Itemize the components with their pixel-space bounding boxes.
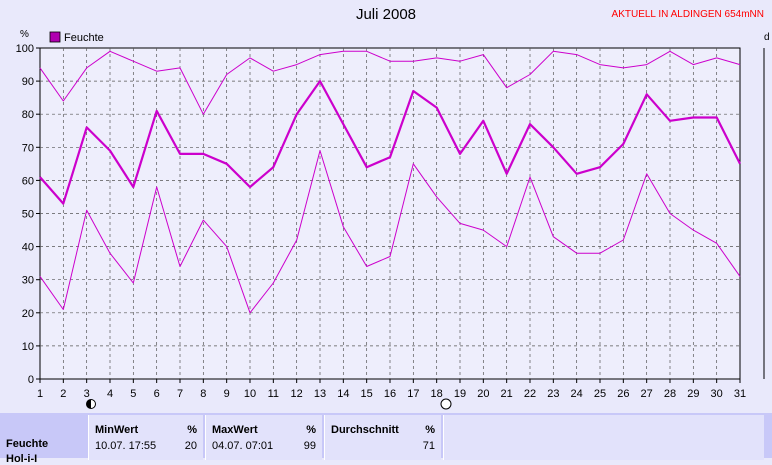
x-tick-label: 24 (571, 388, 583, 400)
x-tick-label: 20 (477, 388, 489, 400)
y-tick-labels: 0 10 20 30 40 50 60 70 80 90 100 (16, 43, 34, 386)
series-line-min (39, 150, 741, 314)
station-label: AKTUELL IN ALDINGEN 654mNN (611, 9, 764, 20)
x-tick-label: 16 (384, 388, 396, 400)
legend-label: Feuchte (64, 32, 104, 44)
x-tick-label: 7 (177, 388, 183, 400)
x-tick-label: 25 (594, 388, 606, 400)
x-tick-label: 8 (200, 388, 206, 400)
max-time: 04.07. 07:01 (212, 440, 274, 452)
x-tick-label: 15 (361, 388, 373, 400)
y-tick-label: 50 (22, 209, 34, 221)
min-value: 20 (184, 440, 197, 452)
x-tick-labels: 1 2 3 4 5 6 7 8 9 10 11 12 13 14 15 16 17 18 19 20 21 22 23 24 2… (37, 388, 746, 400)
x-tick-label: 12 (291, 388, 303, 400)
chart-title: Juli 2008 (355, 6, 417, 23)
series-line-max (39, 50, 741, 115)
right-axis-unit: d (764, 32, 770, 43)
y-tick-label: 20 (22, 308, 34, 320)
series-lines (39, 50, 741, 314)
avg-unit: % (425, 424, 435, 436)
max-unit: % (306, 424, 316, 436)
y-tick-label: 30 (22, 275, 34, 287)
series-line-mean (39, 79, 741, 205)
x-tick-label: 19 (454, 388, 466, 400)
x-tick-label: 30 (711, 388, 723, 400)
y-axis-unit: % (20, 29, 29, 40)
min-box: MinWert % 10.07. 17:55 20 (88, 415, 203, 460)
avg-box: Durchschnitt % 71 (324, 415, 441, 460)
x-tick-label: 29 (687, 388, 699, 400)
min-header: MinWert (95, 424, 139, 436)
x-tick-label: 4 (107, 388, 113, 400)
y-tick-label: 10 (22, 341, 34, 353)
row-label-next: Hol-i-I (6, 453, 38, 465)
y-tick-label: 0 (28, 374, 34, 386)
legend-swatch (49, 31, 61, 43)
y-tick-label: 90 (22, 76, 34, 88)
y-tick-label: 40 (22, 242, 34, 254)
x-tick-label: 5 (130, 388, 136, 400)
x-tick-label: 9 (224, 388, 230, 400)
x-tick-label: 28 (664, 388, 676, 400)
min-unit: % (187, 424, 197, 436)
x-tick-label: 1 (37, 388, 43, 400)
grid (36, 47, 741, 383)
x-tick-label: 31 (734, 388, 746, 400)
min-time: 10.07. 17:55 (95, 440, 157, 452)
stats-panel: MinWert % 10.07. 17:55 20 MaxWert % 04.0… (0, 413, 772, 465)
max-header: MaxWert (212, 424, 258, 436)
x-tick-label: 23 (547, 388, 559, 400)
x-tick-label: 22 (524, 388, 536, 400)
avg-header: Durchschnitt (331, 424, 399, 436)
x-tick-label: 18 (431, 388, 443, 400)
moon-full-icon (440, 398, 452, 410)
y-tick-label: 80 (22, 109, 34, 121)
x-tick-label: 13 (314, 388, 326, 400)
x-tick-label: 21 (501, 388, 513, 400)
y-tick-label: 100 (16, 43, 34, 55)
row-label-feuchte: Feuchte (6, 438, 49, 450)
avg-value: 71 (422, 440, 435, 452)
x-tick-label: 26 (617, 388, 629, 400)
x-tick-label: 11 (268, 388, 279, 400)
x-tick-label: 10 (244, 388, 256, 400)
x-tick-label: 6 (154, 388, 160, 400)
y-tick-label: 60 (22, 175, 34, 187)
max-box: MaxWert % 04.07. 07:01 99 (205, 415, 322, 460)
empty-box (443, 415, 764, 460)
x-tick-label: 14 (337, 388, 349, 400)
x-tick-label: 17 (407, 388, 419, 400)
moon-new-icon (86, 399, 96, 409)
max-value: 99 (303, 440, 316, 452)
x-tick-label: 27 (641, 388, 653, 400)
x-tick-label: 3 (84, 388, 90, 400)
x-tick-label: 2 (60, 388, 66, 400)
y-tick-label: 70 (22, 142, 34, 154)
